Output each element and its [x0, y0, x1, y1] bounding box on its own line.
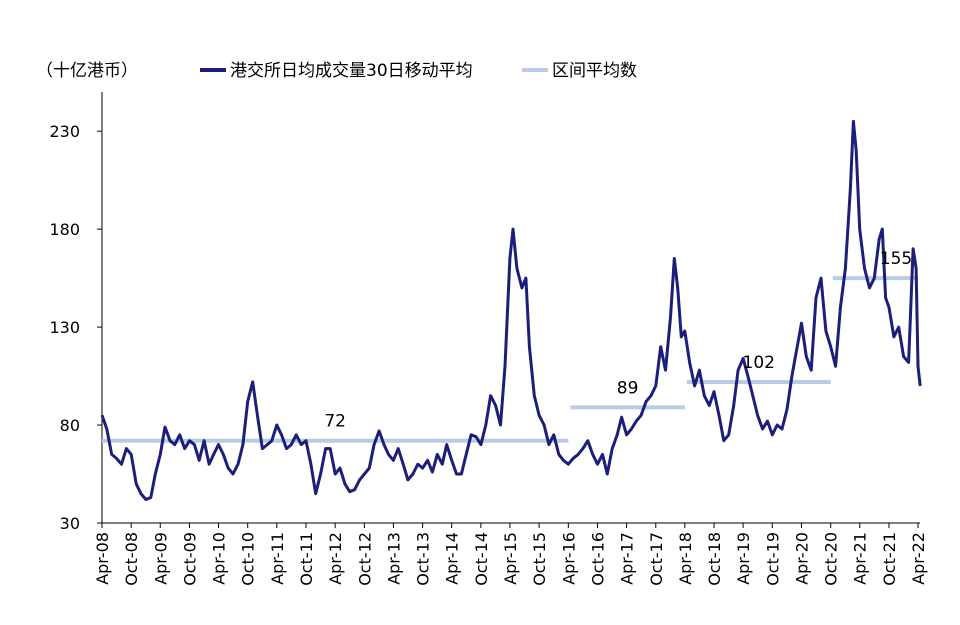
y-tick-label: 80	[60, 416, 80, 435]
x-tick-label: Apr-20	[792, 532, 811, 585]
x-tick-label: Oct-13	[414, 532, 433, 586]
x-tick-label: Oct-08	[122, 532, 141, 586]
interval-average-label: 89	[617, 378, 639, 398]
x-tick-label: Apr-11	[268, 532, 287, 585]
x-tick-label: Apr-09	[151, 532, 170, 585]
x-tick-label: Oct-15	[530, 532, 549, 586]
x-tick-label: Apr-10	[210, 532, 229, 585]
y-tick-label: 180	[49, 220, 80, 239]
y-tick-label: 30	[60, 514, 80, 533]
interval-averages	[102, 276, 918, 443]
x-tick-label: Oct-16	[589, 532, 608, 586]
y-tick-label: 230	[49, 122, 80, 141]
legend-label-series: 港交所日均成交量30日移动平均	[230, 61, 473, 81]
x-axis-ticks: Apr-08 Oct-08 Apr-09 Oct-09 Apr-10 Oct-10 Apr-…	[93, 523, 928, 586]
x-tick-label: Apr-21	[851, 532, 870, 585]
x-tick-label: Oct-11	[297, 532, 316, 586]
x-tick-label: Oct-12	[355, 532, 374, 586]
x-tick-label: Apr-15	[501, 532, 520, 585]
x-tick-label: Oct-09	[180, 532, 199, 586]
x-tick-label: Apr-22	[909, 532, 928, 585]
interval-average-label: 155	[880, 249, 912, 269]
y-axis-ticks: 30 80 130 180 230	[49, 122, 102, 533]
y-tick-label: 130	[49, 318, 80, 337]
average-annotations: 72 89 102 155	[324, 249, 912, 432]
x-tick-label: Oct-20	[822, 532, 841, 586]
x-tick-label: Apr-12	[326, 532, 345, 585]
x-tick-label: Apr-17	[618, 532, 637, 585]
x-tick-label: Apr-14	[443, 532, 462, 585]
x-tick-label: Apr-08	[93, 532, 112, 585]
y-unit-label: （十亿港币）	[36, 61, 138, 81]
interval-average-label: 102	[743, 353, 775, 373]
x-tick-label: Apr-19	[734, 532, 753, 585]
x-tick-label: Apr-18	[676, 532, 695, 585]
interval-average-label: 72	[324, 412, 346, 432]
x-tick-label: Oct-17	[647, 532, 666, 586]
x-tick-label: Oct-19	[763, 532, 782, 586]
x-tick-label: Oct-21	[880, 532, 899, 586]
x-tick-label: Oct-18	[705, 532, 724, 586]
x-tick-label: Oct-10	[239, 532, 258, 586]
series-line	[100, 119, 922, 501]
x-tick-label: Apr-16	[559, 532, 578, 585]
legend-label-average: 区间平均数	[552, 61, 637, 81]
x-tick-label: Apr-13	[384, 532, 403, 585]
x-tick-label: Oct-14	[472, 532, 491, 586]
series-group	[100, 119, 922, 501]
